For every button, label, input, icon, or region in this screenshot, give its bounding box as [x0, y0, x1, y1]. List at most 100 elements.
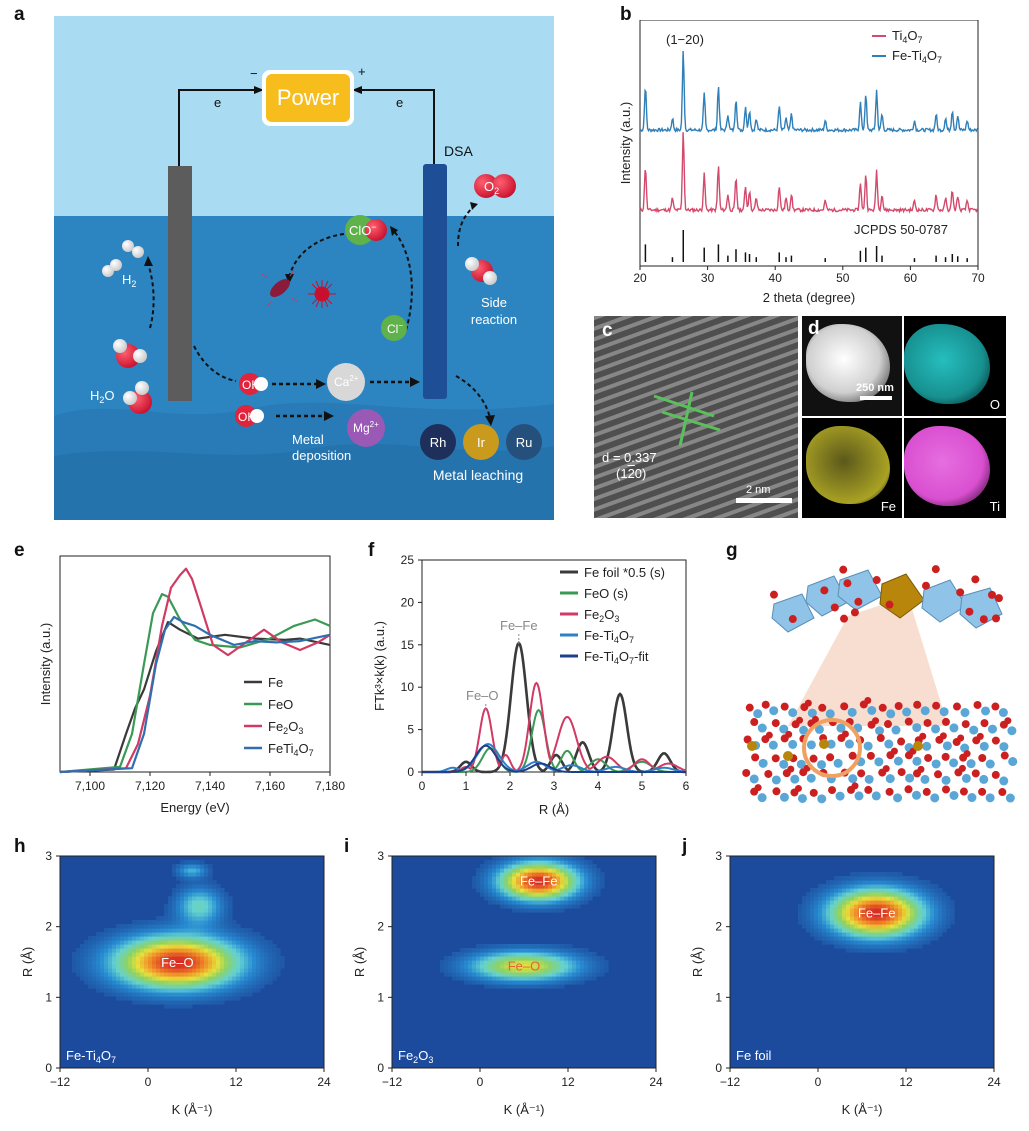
wavelet-cell	[504, 888, 509, 893]
wavelet-cell	[232, 920, 237, 925]
wavelet-cell	[822, 936, 827, 941]
wavelet-cell	[604, 964, 609, 969]
wavelet-cell	[842, 944, 847, 949]
titanium-atom	[779, 792, 789, 802]
wavelet-cell	[124, 976, 129, 981]
wavelet-cell	[798, 920, 803, 925]
wavelet-cell	[236, 940, 241, 945]
wavelet-cell	[516, 892, 521, 897]
wavelet-cell	[208, 956, 213, 961]
wavelet-cell	[504, 944, 509, 949]
wavelet-cell	[898, 948, 903, 953]
wavelet-cell	[188, 928, 193, 933]
wavelet-cell	[886, 884, 891, 889]
xanes-series-fe2o3	[59, 567, 331, 774]
wavelet-cell	[196, 1000, 201, 1005]
wavelet-cell	[874, 904, 879, 909]
wavelet-cell	[596, 888, 601, 893]
titanium-atom	[920, 706, 930, 716]
wavelet-cell	[156, 940, 161, 945]
wavelet-cell	[866, 928, 871, 933]
wavelet-cell	[220, 996, 225, 1001]
oxygen-atom	[971, 769, 980, 778]
wavelet-cell	[540, 948, 545, 953]
wavelet-cell	[152, 988, 157, 993]
wavelet-cell	[268, 948, 273, 953]
wavelet-cell	[520, 952, 525, 957]
wavelet-cell	[108, 928, 113, 933]
wavelet-cell	[540, 860, 545, 865]
wavelet-ytick-label: 3	[715, 849, 722, 863]
wavelet-cell	[842, 920, 847, 925]
wavelet-cell	[866, 916, 871, 921]
wavelet-cell	[802, 912, 807, 917]
electron-right: e	[396, 95, 403, 110]
wavelet-cell	[200, 868, 205, 873]
oxygen-atom	[787, 765, 795, 773]
wavelet-cell	[476, 952, 481, 957]
wavelet-cell	[524, 900, 529, 905]
wavelet-cell	[564, 888, 569, 893]
wavelet-cell	[592, 872, 597, 877]
wavelet-cell	[220, 1000, 225, 1005]
wavelet-cell	[532, 948, 537, 953]
wavelet-cell	[866, 900, 871, 905]
wavelet-cell	[552, 968, 557, 973]
wavelet-cell	[228, 912, 233, 917]
wavelet-cell	[496, 860, 501, 865]
wavelet-cell	[180, 996, 185, 1001]
wavelet-cell	[536, 864, 541, 869]
wavelet-cell	[568, 880, 573, 885]
wavelet-cell	[192, 956, 197, 961]
wavelet-cell	[192, 992, 197, 997]
wavelet-cell	[240, 984, 245, 989]
wavelet-cell	[886, 876, 891, 881]
wavelet-cell	[528, 900, 533, 905]
exafs-series-2	[422, 681, 687, 773]
wavelet-cell	[156, 980, 161, 985]
arrow-icon	[470, 202, 478, 210]
wavelet-cell	[508, 856, 513, 861]
arrow-icon	[485, 415, 495, 426]
wavelet-cell	[544, 884, 549, 889]
wavelet-cell	[854, 948, 859, 953]
wavelet-cell	[172, 916, 177, 921]
wavelet-cell	[124, 996, 129, 1001]
wavelet-cell	[116, 984, 121, 989]
wavelet-cell	[854, 884, 859, 889]
wavelet-cell	[902, 928, 907, 933]
xrd-xlabel: 2 theta (degree)	[763, 290, 856, 305]
wavelet-cell	[902, 920, 907, 925]
wavelet-cell	[874, 936, 879, 941]
wavelet-cell	[894, 912, 899, 917]
wavelet-cell	[180, 980, 185, 985]
wavelet-cell	[934, 928, 939, 933]
wavelet-cell	[200, 892, 205, 897]
wavelet-cell	[564, 856, 569, 861]
wavelet-cell	[938, 900, 943, 905]
wavelet-cell	[224, 940, 229, 945]
wavelet-cell	[572, 976, 577, 981]
wavelet-cell	[208, 976, 213, 981]
wavelet-cell	[822, 916, 827, 921]
wavelet-cell	[580, 892, 585, 897]
wavelet-cell	[906, 888, 911, 893]
wavelet-cell	[212, 980, 217, 985]
wavelet-cell	[504, 904, 509, 909]
oxygen-atom	[820, 586, 829, 595]
wavelet-cell	[548, 876, 553, 881]
wavelet-cell	[552, 888, 557, 893]
wavelet-cell	[488, 880, 493, 885]
wavelet-cell	[168, 936, 173, 941]
wavelet-cell	[592, 892, 597, 897]
titanium-atom	[749, 774, 759, 784]
wavelet-cell	[132, 996, 137, 1001]
wavelet-cell	[196, 964, 201, 969]
wavelet-cell	[92, 984, 97, 989]
wavelet-cell	[548, 980, 553, 985]
wavelet-cell	[846, 936, 851, 941]
oxygen-atom	[991, 736, 1000, 745]
wavelet-cell	[148, 988, 153, 993]
wavelet-cell	[942, 892, 947, 897]
